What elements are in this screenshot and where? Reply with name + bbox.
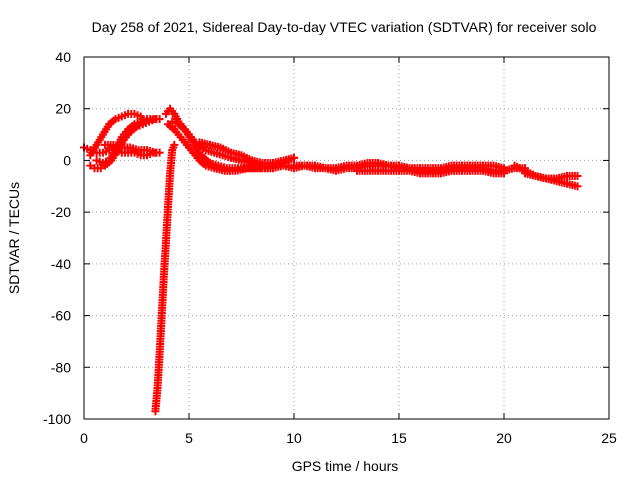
y-tick-label: 20	[55, 101, 71, 117]
data-point	[170, 140, 179, 149]
x-tick-label: 10	[286, 430, 302, 446]
x-tick-label: 0	[80, 430, 88, 446]
data-point	[86, 161, 95, 170]
x-axis-label: GPS time / hours	[292, 458, 399, 474]
data-point	[96, 164, 105, 173]
data-point	[290, 153, 298, 162]
data-point	[155, 115, 164, 124]
data-point	[500, 169, 508, 178]
data-marks	[80, 104, 582, 416]
x-tick-label: 15	[391, 430, 407, 446]
y-tick-label: 0	[63, 152, 71, 168]
data-point	[573, 182, 582, 191]
y-tick-label: 40	[55, 49, 71, 65]
chart-title: Day 258 of 2021, Sidereal Day-to-day VTE…	[92, 19, 597, 35]
gridlines	[84, 57, 609, 419]
axis-ticks: 0 5 10 15 20 25 -100 -80 -60 -40 -20 0 20 40	[43, 49, 617, 446]
y-tick-label: -80	[51, 359, 71, 375]
y-tick-label: -60	[51, 308, 71, 324]
x-tick-label: 25	[601, 430, 617, 446]
data-point	[573, 171, 582, 180]
x-tick-label: 5	[185, 430, 193, 446]
x-tick-label: 20	[496, 430, 512, 446]
y-tick-label: -20	[51, 204, 71, 220]
data-point	[151, 148, 160, 157]
y-tick-label: -40	[51, 256, 71, 272]
plot-frame	[83, 56, 610, 420]
y-tick-label: -100	[43, 411, 71, 427]
y-axis-label: SDTVAR / TECUs	[6, 182, 22, 294]
